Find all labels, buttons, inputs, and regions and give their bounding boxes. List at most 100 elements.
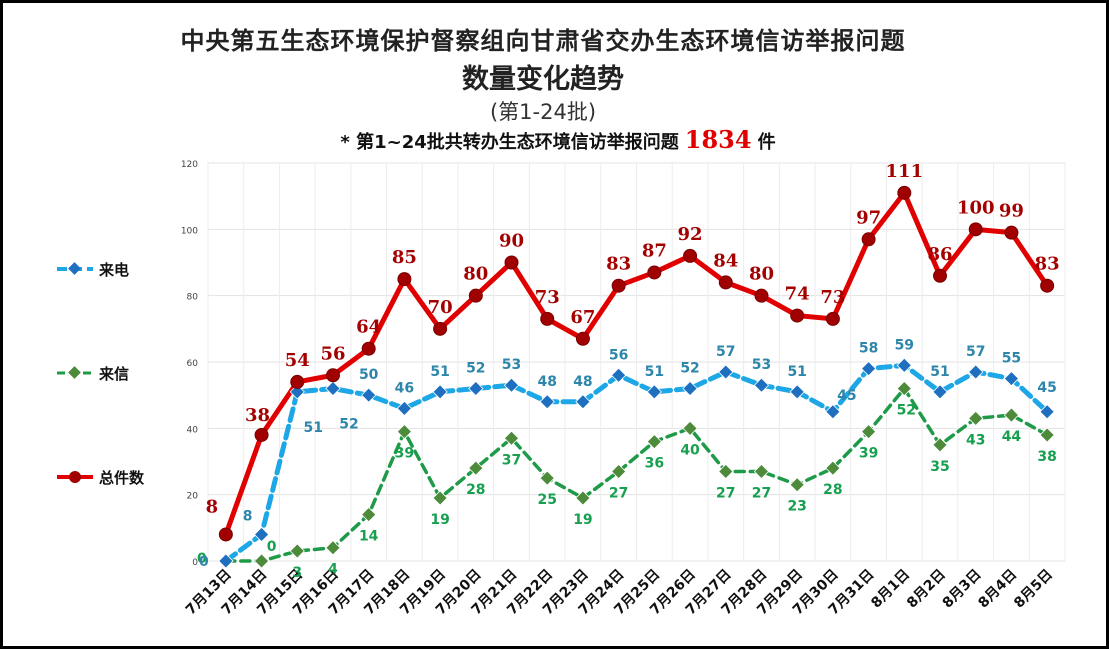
total-data-label: 111 xyxy=(886,161,924,182)
letter-point xyxy=(325,540,341,556)
total-point xyxy=(1004,225,1019,240)
letter-data-label: 43 xyxy=(966,432,985,448)
phone-point xyxy=(789,384,805,400)
total-data-label: 54 xyxy=(285,350,310,371)
letter-data-label: 27 xyxy=(609,485,628,501)
letter-data-label: 0 xyxy=(197,551,207,567)
total-point xyxy=(968,222,983,237)
letter-data-label: 3 xyxy=(292,565,302,581)
letter-point xyxy=(468,460,484,476)
letter-data-label: 38 xyxy=(1037,449,1056,465)
phone-point xyxy=(1039,404,1055,420)
legend-label-letter: 来信 xyxy=(99,365,130,383)
x-tick-label: 8月4日 xyxy=(975,567,1020,612)
letter-point xyxy=(753,463,770,480)
total-data-label: 97 xyxy=(856,207,881,228)
phone-point xyxy=(896,357,912,373)
total-point xyxy=(790,308,805,323)
phone-point xyxy=(218,553,234,569)
total-data-label: 67 xyxy=(570,307,595,328)
phone-data-label: 57 xyxy=(716,344,735,360)
phone-data-label: 45 xyxy=(1037,380,1056,396)
legend-swatch-total xyxy=(57,471,93,483)
total-data-label: 87 xyxy=(642,240,667,261)
phone-point xyxy=(1003,370,1020,387)
phone-point xyxy=(289,384,305,400)
letter-point xyxy=(575,490,591,506)
total-point xyxy=(504,255,519,270)
phone-point xyxy=(718,364,734,380)
phone-data-label: 55 xyxy=(1002,351,1021,367)
letter-point xyxy=(860,424,877,440)
phone-point xyxy=(860,360,877,377)
phone-point xyxy=(503,377,520,393)
phone-data-label: 48 xyxy=(573,374,592,390)
letter-point xyxy=(503,430,520,446)
legend-label-total: 总件数 xyxy=(99,469,145,487)
chart-batch-range: (第1-24批) xyxy=(489,100,597,124)
phone-data-label: 0 xyxy=(199,554,209,570)
phone-point xyxy=(361,387,377,403)
letter-point xyxy=(539,470,555,486)
total-data-label: 80 xyxy=(749,264,774,285)
phone-point xyxy=(682,380,698,397)
total-point xyxy=(933,268,948,283)
letter-data-label: 23 xyxy=(787,499,806,515)
total-note-prefix: * 第1~24批共转办生态环境信访举报问题 xyxy=(340,132,679,153)
total-point xyxy=(325,368,340,383)
total-point xyxy=(361,341,376,356)
letter-point xyxy=(611,463,627,480)
total-data-label: 86 xyxy=(927,244,952,265)
legend-swatch-phone xyxy=(57,262,93,275)
phone-point xyxy=(432,384,448,400)
series-line-total xyxy=(223,190,1050,537)
phone-data-label: 8 xyxy=(243,508,253,524)
letter-point xyxy=(825,460,841,476)
letter-data-label: 44 xyxy=(1002,429,1022,445)
phone-data-label: 48 xyxy=(537,374,556,390)
letter-data-label: 37 xyxy=(502,452,521,468)
total-point xyxy=(897,185,912,200)
total-data-label: 100 xyxy=(957,197,995,218)
total-point xyxy=(754,288,769,303)
total-note: * 第1~24批共转办生态环境信访举报问题 1834 件 xyxy=(3,125,1106,154)
phone-data-label: 53 xyxy=(752,357,771,373)
phone-point xyxy=(825,404,841,420)
y-tick-label: 120 xyxy=(181,160,198,170)
total-data-label: 92 xyxy=(678,224,703,245)
phone-point xyxy=(253,526,270,543)
total-note-number: 1834 xyxy=(684,125,752,154)
total-data-label: 83 xyxy=(606,254,631,275)
total-point xyxy=(218,527,233,542)
total-point xyxy=(1040,278,1055,293)
letter-data-label: 25 xyxy=(537,492,556,508)
total-data-label: 80 xyxy=(463,264,488,285)
y-tick-label: 40 xyxy=(187,425,199,435)
letter-data-label: 28 xyxy=(823,482,842,498)
x-tick-label: 8月2日 xyxy=(904,567,949,612)
total-point xyxy=(861,232,876,247)
phone-data-label: 45 xyxy=(837,388,856,404)
total-point xyxy=(825,311,840,326)
total-data-label: 70 xyxy=(428,297,453,318)
total-data-label: 8 xyxy=(206,496,219,517)
letter-data-label: 19 xyxy=(573,512,592,528)
phone-point xyxy=(325,380,341,397)
phone-data-label: 58 xyxy=(859,341,878,357)
letter-data-label: 28 xyxy=(466,482,485,498)
total-data-label: 85 xyxy=(392,247,417,268)
phone-data-label: 59 xyxy=(895,337,914,353)
phone-point xyxy=(968,364,984,380)
letter-data-label: 27 xyxy=(716,485,735,501)
phone-data-label: 51 xyxy=(304,420,323,436)
chart-series xyxy=(218,185,1055,569)
letter-point xyxy=(432,490,448,506)
letter-point xyxy=(896,380,912,397)
phone-point xyxy=(396,400,413,417)
x-tick-label: 8月3日 xyxy=(940,567,985,612)
phone-data-label: 52 xyxy=(339,417,358,433)
letter-point xyxy=(718,463,734,480)
chart-title: 中央第五生态环境保护督察组向甘肃省交办生态环境信访举报问题 xyxy=(180,27,906,55)
phone-point xyxy=(753,377,770,393)
phone-data-label: 51 xyxy=(930,364,949,380)
